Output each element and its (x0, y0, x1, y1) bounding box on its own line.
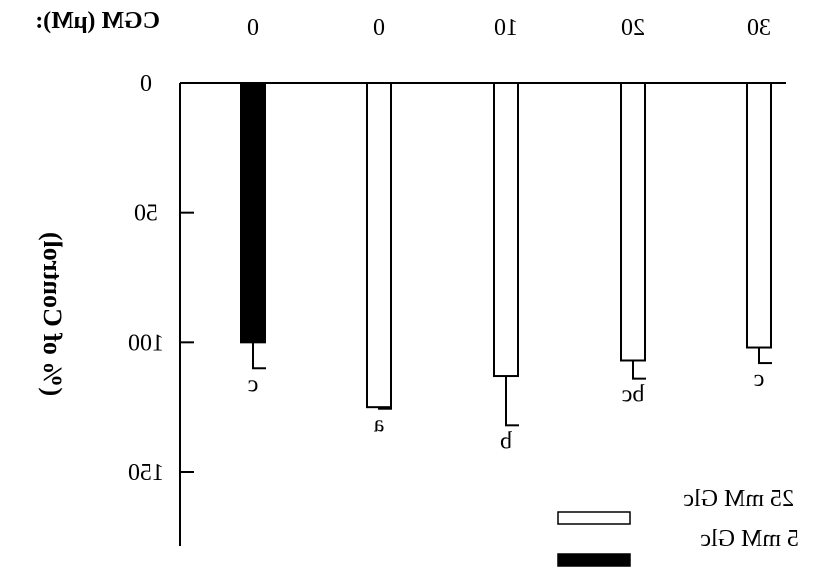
x-axis-title: CGM (μM): (35, 8, 160, 34)
significance-labels: c a b bc c (248, 366, 765, 454)
legend: 5 mM Glc 25 mM Glc (557, 486, 799, 567)
significance-label: c (248, 371, 259, 397)
significance-label: bc (622, 382, 645, 408)
significance-label: b (500, 428, 512, 454)
y-tick-label: 150 (128, 460, 164, 486)
significance-label: c (754, 366, 765, 392)
legend-label-series-2: 25 mM Glc (683, 486, 794, 512)
y-tick-label: 100 (128, 330, 164, 356)
x-tick-label: 30 (747, 15, 771, 41)
bar (746, 82, 772, 349)
x-tick-label: 10 (494, 15, 518, 41)
significance-label: a (373, 412, 384, 438)
bars (240, 81, 772, 409)
error-bars (252, 342, 772, 427)
legend-label-series-1: 5 mM Glc (700, 526, 799, 552)
bar (620, 82, 646, 362)
x-tick-label: 0 (373, 15, 385, 41)
legend-swatch-series-1 (557, 553, 631, 567)
x-tick-label: 0 (247, 15, 259, 41)
y-tick-label: 50 (134, 201, 158, 227)
y-axis-label: (% of Control) (38, 232, 67, 396)
bar (240, 81, 266, 344)
bar (366, 82, 392, 409)
legend-swatch-series-2 (557, 511, 631, 525)
x-tick-labels: 0 0 10 20 30 (247, 15, 771, 41)
x-tick-label: 20 (621, 15, 645, 41)
y-ticks: 0 50 100 150 (128, 71, 194, 486)
bar (493, 82, 519, 378)
y-tick-label: 0 (140, 71, 152, 97)
